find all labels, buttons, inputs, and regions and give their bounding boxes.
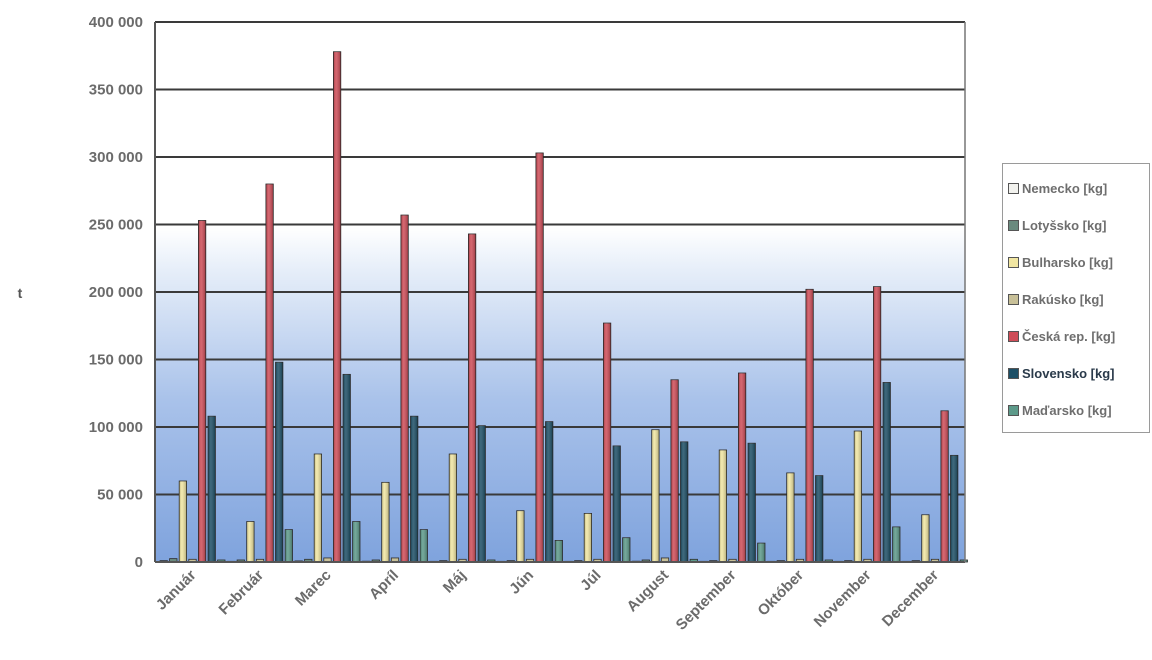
legend-label: Maďarsko [kg] [1022,403,1112,418]
x-tick-label: September [673,567,740,634]
x-ticks: Január Február Marec Apríl Máj Jún Júl August Se… [153,567,942,634]
gridlines [155,21,965,496]
legend-swatch [1008,331,1019,342]
y-tick-label: 0 [135,554,143,571]
bar-shading [381,482,390,562]
bars [159,51,968,563]
bar-shading [719,449,727,562]
bar-shading [246,521,255,562]
y-tick-label: 350 000 [89,82,143,99]
x-tick-label: Február [216,567,268,619]
x-tick-label: Január [153,567,200,614]
x-tick-label: Jún [506,567,537,598]
bar-shading [892,526,900,562]
y-tick-label: 100 000 [89,419,143,436]
x-tick-label: Júl [577,567,604,594]
x-tick-label: Marec [292,567,335,610]
bar-shading [651,429,660,562]
x-tick-label: November [811,567,875,631]
legend-swatch [1008,257,1019,268]
bar-shading [333,51,341,562]
legend-swatch [1008,405,1019,416]
bar-shading [873,286,881,562]
y-axis-label: t [18,285,23,301]
legend-item: Česká rep. [kg] [1008,318,1145,355]
legend-item: Slovensko [kg] [1008,355,1145,392]
bar-shading [786,472,795,562]
bar-shading [275,362,283,562]
x-tick-label: Apríl [366,567,402,603]
legend-swatch [1008,220,1019,231]
legend-label: Lotyšsko [kg] [1022,218,1107,233]
legend-label: Nemecko [kg] [1022,181,1108,196]
bar-shading [516,510,525,562]
bar-shading [343,374,351,562]
bar-shading [208,416,216,562]
bar-shading [757,543,765,562]
bar-shading [622,537,630,562]
bar-shading [179,481,187,562]
bar-shading [950,455,958,562]
bar-shading [535,152,544,562]
bar-shading [352,521,360,562]
legend-label: Česká rep. [kg] [1022,329,1116,344]
legend-item: Rakúsko [kg] [1008,281,1145,318]
bar-shading [603,323,611,562]
legend-swatch [1008,368,1019,379]
bar-shading [940,410,949,562]
bar-shading [738,373,746,562]
bar-shading [680,441,688,562]
bar-shading [921,514,930,562]
bar-shading [198,220,206,562]
y-tick-label: 250 000 [89,217,143,234]
y-tick-label: 400 000 [89,14,143,31]
bar-shading [449,454,457,562]
bar-shading [410,416,418,562]
bar-shading [613,445,621,562]
legend-label: Rakúsko [kg] [1022,292,1104,307]
bar-shading [854,431,862,562]
y-tick-label: 50 000 [97,487,143,504]
bar-shading [400,215,409,563]
x-tick-label: August [624,567,673,616]
legend: Nemecko [kg] Lotyšsko [kg] Bulharsko [kg] R… [1002,163,1150,433]
legend-item: Bulharsko [kg] [1008,244,1145,281]
bar-shading [420,529,428,562]
legend-item: Lotyšsko [kg] [1008,207,1145,244]
x-tick-label: Október [754,567,807,620]
bar-shading [545,421,553,562]
legend-label: Bulharsko [kg] [1022,255,1114,270]
y-tick-label: 300 000 [89,149,143,166]
bar-shading [468,233,476,562]
bar-shading [748,443,756,562]
x-tick-label: December [879,567,942,630]
legend-item: Nemecko [kg] [1008,170,1145,207]
bar-shading [584,513,592,562]
legend-swatch [1008,294,1019,305]
y-tick-label: 200 000 [89,284,143,301]
x-tick-label: Máj [440,567,470,597]
bar-shading [555,540,563,562]
y-ticks: 0 50 000 100 000 150 000 200 000 250 000 300 0… [89,14,143,571]
bar-shading [265,184,274,562]
y-tick-label: 150 000 [89,352,143,369]
bar-shading [314,454,322,562]
bar-shading [285,529,293,562]
bar-shading [670,379,679,562]
legend-item: Maďarsko [kg] [1008,392,1145,429]
bar-shading [815,475,823,562]
bar-shading [805,289,814,562]
legend-swatch [1008,183,1019,194]
bar-shading [883,382,891,562]
legend-label: Slovensko [kg] [1022,366,1115,381]
bar-shading [478,425,486,562]
